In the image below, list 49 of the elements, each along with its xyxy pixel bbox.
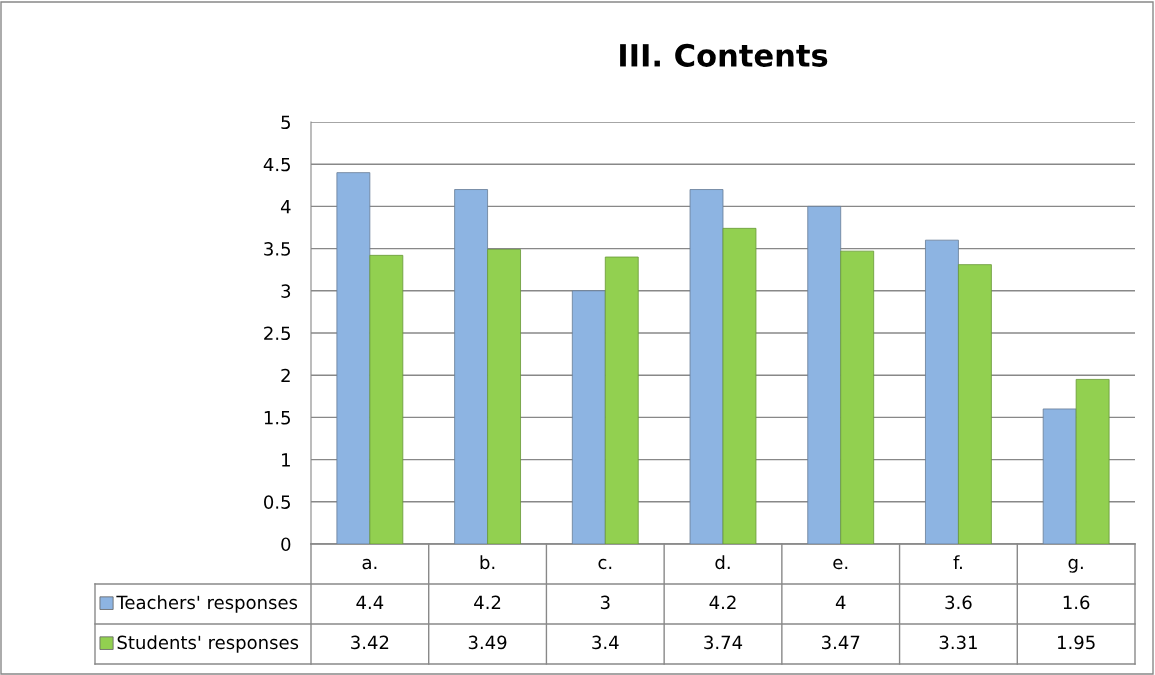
data-label: 3.42 bbox=[351, 635, 389, 650]
data-label: 3.74 bbox=[704, 635, 743, 650]
data-label: 3 bbox=[600, 595, 610, 610]
y-tick-label: 2 bbox=[281, 368, 290, 383]
bar bbox=[369, 254, 404, 544]
bar bbox=[1075, 379, 1110, 544]
data-label: 4 bbox=[835, 595, 846, 609]
y-tick-label: 0.5 bbox=[264, 495, 290, 509]
bar bbox=[840, 250, 875, 544]
y-tick-label: 0 bbox=[281, 537, 291, 552]
chart-title: III. Contents bbox=[620, 43, 828, 67]
data-label: 1.6 bbox=[1063, 595, 1090, 610]
bar bbox=[487, 249, 521, 544]
data-label: 1.95 bbox=[1058, 635, 1095, 650]
x-tick-label: b. bbox=[480, 555, 495, 570]
bar bbox=[571, 290, 606, 544]
y-tick-label: 3 bbox=[281, 284, 291, 298]
data-label: 3.47 bbox=[821, 635, 860, 650]
y-tick-label: 4.5 bbox=[263, 157, 290, 172]
y-tick-label: 1 bbox=[282, 453, 290, 467]
bar bbox=[722, 227, 757, 544]
legend-label: Students' responses bbox=[117, 635, 299, 653]
x-tick-label: d. bbox=[715, 555, 730, 570]
data-label: 4.4 bbox=[356, 595, 384, 609]
y-tick-label: 5 bbox=[281, 115, 290, 130]
y-tick-label: 1.5 bbox=[264, 411, 290, 425]
data-label: 3.49 bbox=[468, 635, 507, 650]
data-label: 3.6 bbox=[945, 595, 972, 610]
data-label: 3.31 bbox=[939, 635, 977, 650]
legend-label: Teachers' responses bbox=[116, 595, 298, 613]
x-tick-label: g. bbox=[1068, 558, 1083, 573]
bar bbox=[604, 256, 639, 544]
x-tick-label: c. bbox=[598, 558, 612, 570]
x-tick-label: f. bbox=[953, 555, 962, 569]
bar bbox=[925, 239, 959, 544]
bar bbox=[1042, 408, 1077, 544]
data-label: 4.2 bbox=[709, 595, 736, 609]
x-tick-label: e. bbox=[833, 558, 848, 570]
data-label: 3.4 bbox=[592, 635, 619, 650]
y-tick-label: 4 bbox=[280, 200, 291, 214]
x-tick-label: a. bbox=[362, 558, 377, 570]
bar bbox=[454, 189, 488, 544]
y-tick-label: 3.5 bbox=[264, 242, 290, 256]
bar bbox=[689, 189, 724, 544]
y-tick-label: 2.5 bbox=[264, 326, 290, 341]
bar bbox=[807, 205, 842, 544]
data-label: 4.2 bbox=[474, 595, 501, 609]
bar bbox=[958, 264, 992, 544]
bar bbox=[336, 172, 371, 544]
